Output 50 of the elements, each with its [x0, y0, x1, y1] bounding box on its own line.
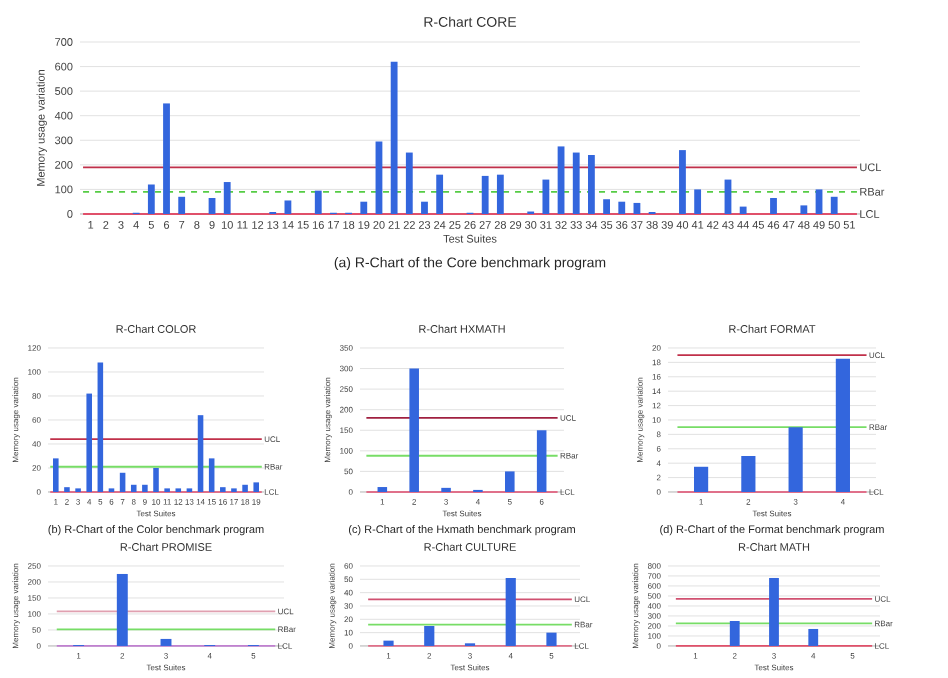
bar — [142, 484, 148, 492]
bar — [223, 182, 231, 214]
bar — [481, 175, 489, 214]
bar — [542, 179, 550, 214]
bar — [130, 484, 137, 492]
bar — [729, 620, 740, 646]
bar — [505, 577, 516, 646]
bar — [546, 632, 557, 646]
bar — [360, 201, 368, 214]
bar — [769, 577, 779, 646]
bar — [284, 200, 292, 214]
bar — [694, 466, 709, 492]
bar — [116, 573, 128, 646]
bar — [536, 430, 547, 492]
bar — [496, 174, 504, 214]
bar — [739, 206, 747, 214]
bar — [147, 184, 155, 214]
bar — [587, 155, 595, 214]
bar — [383, 640, 394, 646]
bar — [770, 198, 777, 214]
bar — [808, 628, 819, 646]
bar — [86, 393, 92, 492]
bar — [505, 471, 515, 492]
bar — [741, 455, 756, 492]
bar — [603, 199, 610, 214]
bar — [679, 150, 686, 214]
bar — [436, 174, 444, 214]
bar — [253, 482, 259, 492]
bar — [694, 189, 702, 214]
bar — [390, 61, 398, 214]
bar — [424, 625, 435, 646]
bar — [97, 362, 104, 492]
bar — [160, 638, 172, 646]
bar — [409, 368, 419, 492]
bar — [800, 205, 808, 214]
bar — [153, 467, 159, 492]
bar — [197, 415, 204, 492]
bar — [788, 427, 803, 492]
bar — [421, 201, 428, 214]
bar — [208, 458, 215, 492]
bar — [618, 201, 626, 214]
bar — [163, 103, 170, 214]
bar — [835, 358, 850, 492]
bar — [242, 484, 248, 492]
bar — [314, 190, 322, 214]
bar — [53, 458, 59, 492]
bar — [572, 152, 580, 214]
bar — [405, 152, 413, 214]
bar — [830, 196, 838, 214]
bar — [178, 196, 186, 214]
